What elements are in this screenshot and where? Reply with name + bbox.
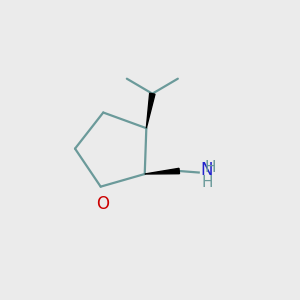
Polygon shape bbox=[146, 93, 155, 128]
Text: H: H bbox=[204, 160, 216, 175]
Text: N: N bbox=[200, 161, 213, 179]
Text: O: O bbox=[96, 195, 109, 213]
Text: H: H bbox=[202, 175, 214, 190]
Polygon shape bbox=[145, 168, 179, 174]
